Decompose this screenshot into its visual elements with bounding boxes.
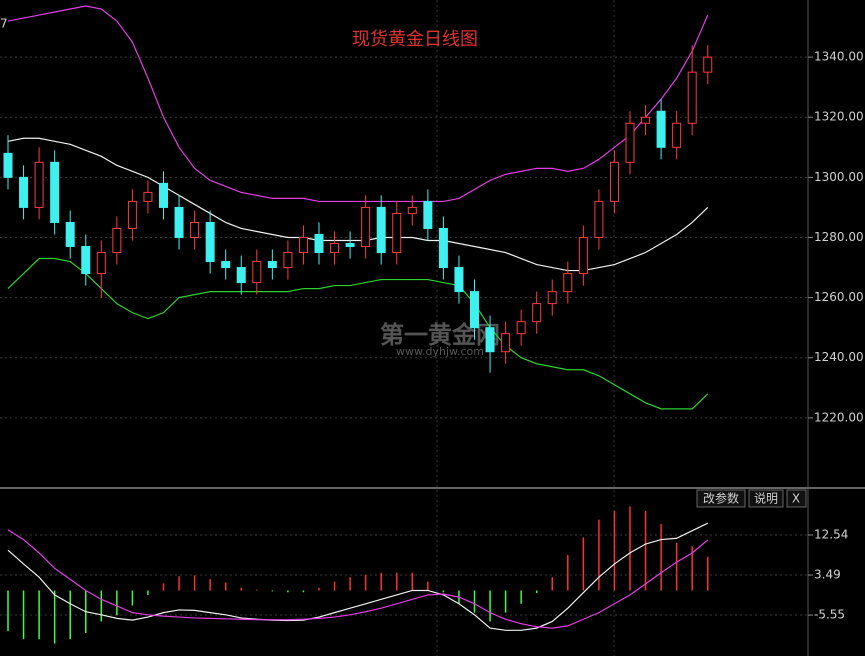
candle-body <box>3 152 13 178</box>
button[interactable]: 改参数 <box>696 489 746 508</box>
indicator-line <box>7 529 709 629</box>
candle-body <box>96 252 106 275</box>
y-tick-label: 1300.00 <box>814 170 864 184</box>
candle-body <box>252 261 262 284</box>
candle-body <box>112 227 122 254</box>
candle-body <box>423 200 433 229</box>
candle-body <box>221 261 231 269</box>
y-tick-label: 1260.00 <box>814 290 864 304</box>
candle-body <box>470 291 479 329</box>
candle-body <box>65 221 75 248</box>
indicator-line <box>7 137 709 272</box>
candle-body <box>578 236 588 275</box>
candle-body <box>236 267 246 284</box>
y-tick-label: 3.49 <box>814 568 841 582</box>
candle-body <box>345 243 355 248</box>
candle-body <box>454 267 464 293</box>
button[interactable]: X <box>786 489 807 508</box>
candle-body <box>159 182 168 208</box>
button-label[interactable]: X <box>792 492 800 506</box>
y-tick-label: 1220.00 <box>814 410 864 424</box>
candle-body <box>438 227 448 269</box>
candle-body <box>609 161 619 202</box>
candle-body <box>205 221 215 263</box>
candle-body <box>407 206 417 214</box>
candle-body <box>267 261 277 269</box>
candle-body <box>485 327 495 353</box>
y-tick-label: 12.54 <box>814 527 848 541</box>
button-label[interactable]: 改参数 <box>703 491 739 506</box>
candle-body <box>361 206 371 248</box>
candle-body <box>283 252 293 269</box>
y-tick-label: 1340.00 <box>814 50 864 64</box>
candle-body <box>298 236 308 254</box>
chart-title: 现货黄金日线图 <box>352 29 478 50</box>
indicator-line <box>7 522 709 631</box>
candle-body <box>127 200 137 229</box>
corner-label: 7 <box>0 17 8 31</box>
candle-body <box>143 191 153 202</box>
candle-body <box>392 212 402 254</box>
candle-body <box>687 71 697 124</box>
candle-body <box>563 273 573 293</box>
y-tick-label: -5.55 <box>814 608 845 622</box>
candle-body <box>594 200 604 238</box>
y-tick-label: 1280.00 <box>814 230 864 244</box>
watermark-url: www.dyhjw.com <box>396 345 484 358</box>
watermark: 第一黄金网 www.dyhjw.com <box>380 321 500 358</box>
candle-body <box>703 56 713 73</box>
button-label[interactable]: 说明 <box>754 491 778 506</box>
candle-body <box>19 176 29 208</box>
watermark-brand: 第一黄金网 <box>380 321 500 349</box>
y-tick-label: 1320.00 <box>814 110 864 124</box>
candle-body <box>501 333 511 353</box>
indicator-line <box>7 257 709 410</box>
candle-body <box>547 291 557 305</box>
candle-body <box>641 116 651 124</box>
button[interactable]: 说明 <box>748 489 784 508</box>
candle-body <box>532 303 542 323</box>
candle-body <box>81 246 91 275</box>
y-tick-label: 1240.00 <box>814 350 864 364</box>
candle-body <box>376 206 386 254</box>
candle-body <box>34 161 44 208</box>
candle-body <box>656 110 666 148</box>
candle-body <box>672 122 682 148</box>
candle-body <box>174 206 184 238</box>
candle-body <box>330 243 340 254</box>
candle-body <box>190 221 200 238</box>
indicator-line <box>7 5 709 203</box>
candle-body <box>516 321 526 335</box>
candle-body <box>625 122 635 163</box>
candle-body <box>50 161 60 223</box>
candle-body <box>314 233 324 254</box>
